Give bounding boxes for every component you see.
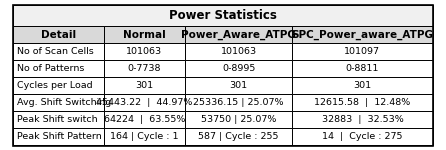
Bar: [185, 43, 292, 60]
Text: 25336.15 | 25.07%: 25336.15 | 25.07%: [194, 98, 284, 107]
Bar: [13, 94, 103, 111]
Text: 101063: 101063: [126, 47, 162, 56]
Bar: [103, 43, 185, 60]
Bar: [13, 26, 103, 43]
Text: No of Scan Cells: No of Scan Cells: [17, 47, 93, 56]
Bar: [292, 128, 433, 146]
Bar: [13, 4, 433, 26]
Text: 53750 | 25.07%: 53750 | 25.07%: [201, 115, 277, 124]
Bar: [292, 43, 433, 60]
Bar: [185, 26, 292, 43]
Text: Power_Aware_ATPG: Power_Aware_ATPG: [181, 30, 296, 40]
Text: 14  |  Cycle : 275: 14 | Cycle : 275: [322, 132, 403, 141]
Text: 0-7738: 0-7738: [128, 64, 161, 73]
Text: 12615.58  |  12.48%: 12615.58 | 12.48%: [314, 98, 410, 107]
Bar: [292, 111, 433, 128]
Bar: [185, 94, 292, 111]
Bar: [292, 77, 433, 94]
Text: Peak Shift switch: Peak Shift switch: [17, 115, 97, 124]
Text: 101063: 101063: [221, 47, 257, 56]
Text: 301: 301: [230, 81, 248, 90]
Text: 101097: 101097: [344, 47, 380, 56]
Bar: [103, 94, 185, 111]
Text: Cycles per Load: Cycles per Load: [17, 81, 92, 90]
Text: 164 | Cycle : 1: 164 | Cycle : 1: [110, 132, 179, 141]
Text: 0-8811: 0-8811: [346, 64, 379, 73]
Text: Power Statistics: Power Statistics: [169, 9, 277, 22]
Bar: [185, 60, 292, 77]
Bar: [103, 60, 185, 77]
Text: 301: 301: [353, 81, 372, 90]
Bar: [185, 77, 292, 94]
Bar: [292, 26, 433, 43]
Text: Avg. Shift Switching: Avg. Shift Switching: [17, 98, 111, 107]
Text: SPC_Power_aware_ATPG: SPC_Power_aware_ATPG: [291, 30, 434, 40]
Bar: [103, 26, 185, 43]
Bar: [13, 111, 103, 128]
Bar: [103, 111, 185, 128]
Text: 64224  |  63.55%: 64224 | 63.55%: [104, 115, 185, 124]
Bar: [103, 128, 185, 146]
Bar: [103, 77, 185, 94]
Text: 301: 301: [135, 81, 153, 90]
Bar: [292, 94, 433, 111]
Text: 32883  |  32.53%: 32883 | 32.53%: [322, 115, 403, 124]
Bar: [292, 60, 433, 77]
Text: 587 | Cycle : 255: 587 | Cycle : 255: [198, 132, 279, 141]
Bar: [185, 128, 292, 146]
Bar: [13, 60, 103, 77]
Bar: [13, 77, 103, 94]
Text: Normal: Normal: [123, 30, 166, 40]
Text: Detail: Detail: [41, 30, 76, 40]
Bar: [13, 128, 103, 146]
Bar: [185, 111, 292, 128]
Bar: [13, 43, 103, 60]
Text: Peak Shift Pattern: Peak Shift Pattern: [17, 132, 101, 141]
Text: 45443.22  |  44.97%: 45443.22 | 44.97%: [96, 98, 193, 107]
Text: No of Patterns: No of Patterns: [17, 64, 84, 73]
Text: 0-8995: 0-8995: [222, 64, 256, 73]
